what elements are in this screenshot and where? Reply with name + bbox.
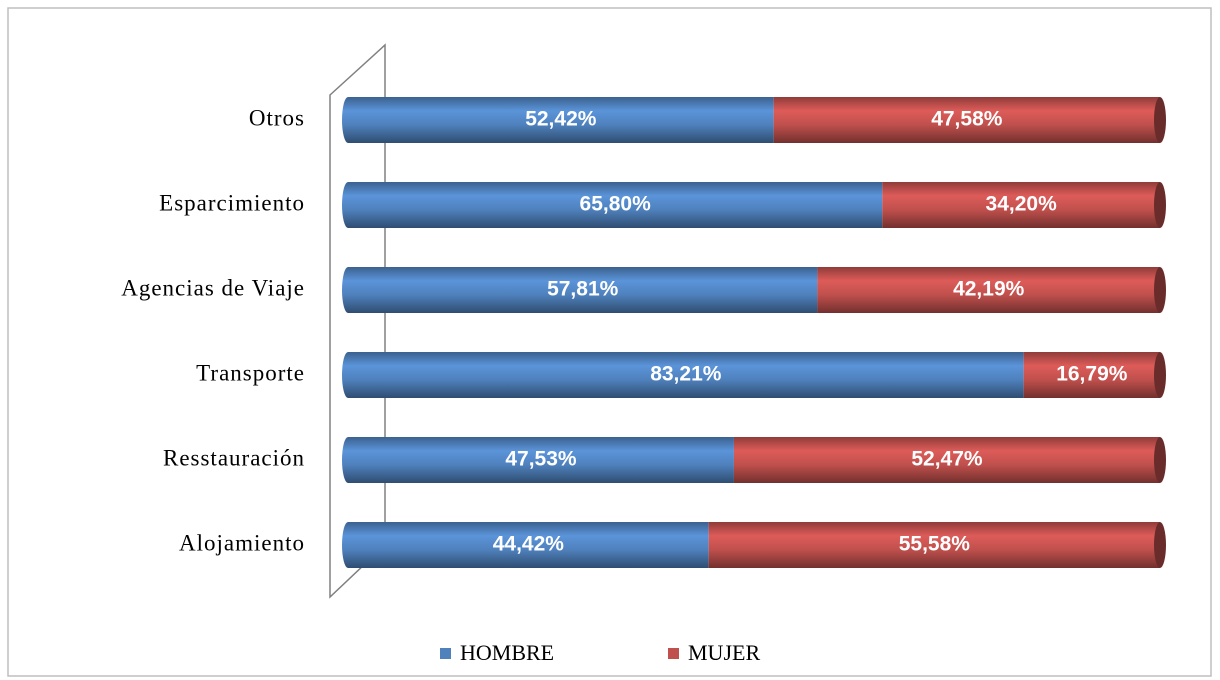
bar-segment	[733, 437, 1160, 483]
bar-segment	[773, 97, 1160, 143]
value-label: 52,42%	[525, 108, 597, 131]
bar-segment	[348, 97, 774, 143]
value-label: 42,19%	[953, 278, 1025, 301]
value-label: 65,80%	[580, 193, 652, 216]
legend-swatch	[668, 648, 679, 659]
bar-cap	[1154, 522, 1166, 568]
legend-label: MUJER	[688, 640, 760, 665]
bar-cap	[1154, 267, 1166, 313]
value-label: 47,53%	[505, 448, 577, 471]
value-label: 52,47%	[911, 448, 983, 471]
bar-segment	[817, 267, 1160, 313]
bar-segment	[348, 182, 883, 228]
category-label: Transporte	[196, 360, 305, 385]
bar-segment	[1023, 352, 1160, 398]
bar-segment	[348, 437, 734, 483]
bar-segment	[882, 182, 1160, 228]
category-label: Resstauración	[163, 445, 305, 470]
category-label: Otros	[249, 105, 305, 130]
value-label: 34,20%	[986, 193, 1058, 216]
value-label: 55,58%	[899, 533, 971, 556]
value-label: 16,79%	[1056, 363, 1128, 386]
category-label: Alojamiento	[179, 530, 305, 555]
value-label: 44,42%	[493, 533, 565, 556]
legend-label: HOMBRE	[460, 640, 554, 665]
category-label: Agencias de Viaje	[121, 275, 305, 300]
bar-cap	[1154, 437, 1166, 483]
bar-segment	[348, 267, 818, 313]
value-label: 57,81%	[547, 278, 619, 301]
bar-segment	[348, 522, 709, 568]
value-label: 83,21%	[650, 363, 722, 386]
bar-cap	[1154, 352, 1166, 398]
legend-swatch	[440, 648, 451, 659]
bar-segment	[708, 522, 1160, 568]
bar-cap	[1154, 97, 1166, 143]
category-label: Esparcimiento	[159, 190, 305, 215]
value-label: 47,58%	[931, 108, 1003, 131]
bar-cap	[1154, 182, 1166, 228]
bar-segment	[348, 352, 1024, 398]
